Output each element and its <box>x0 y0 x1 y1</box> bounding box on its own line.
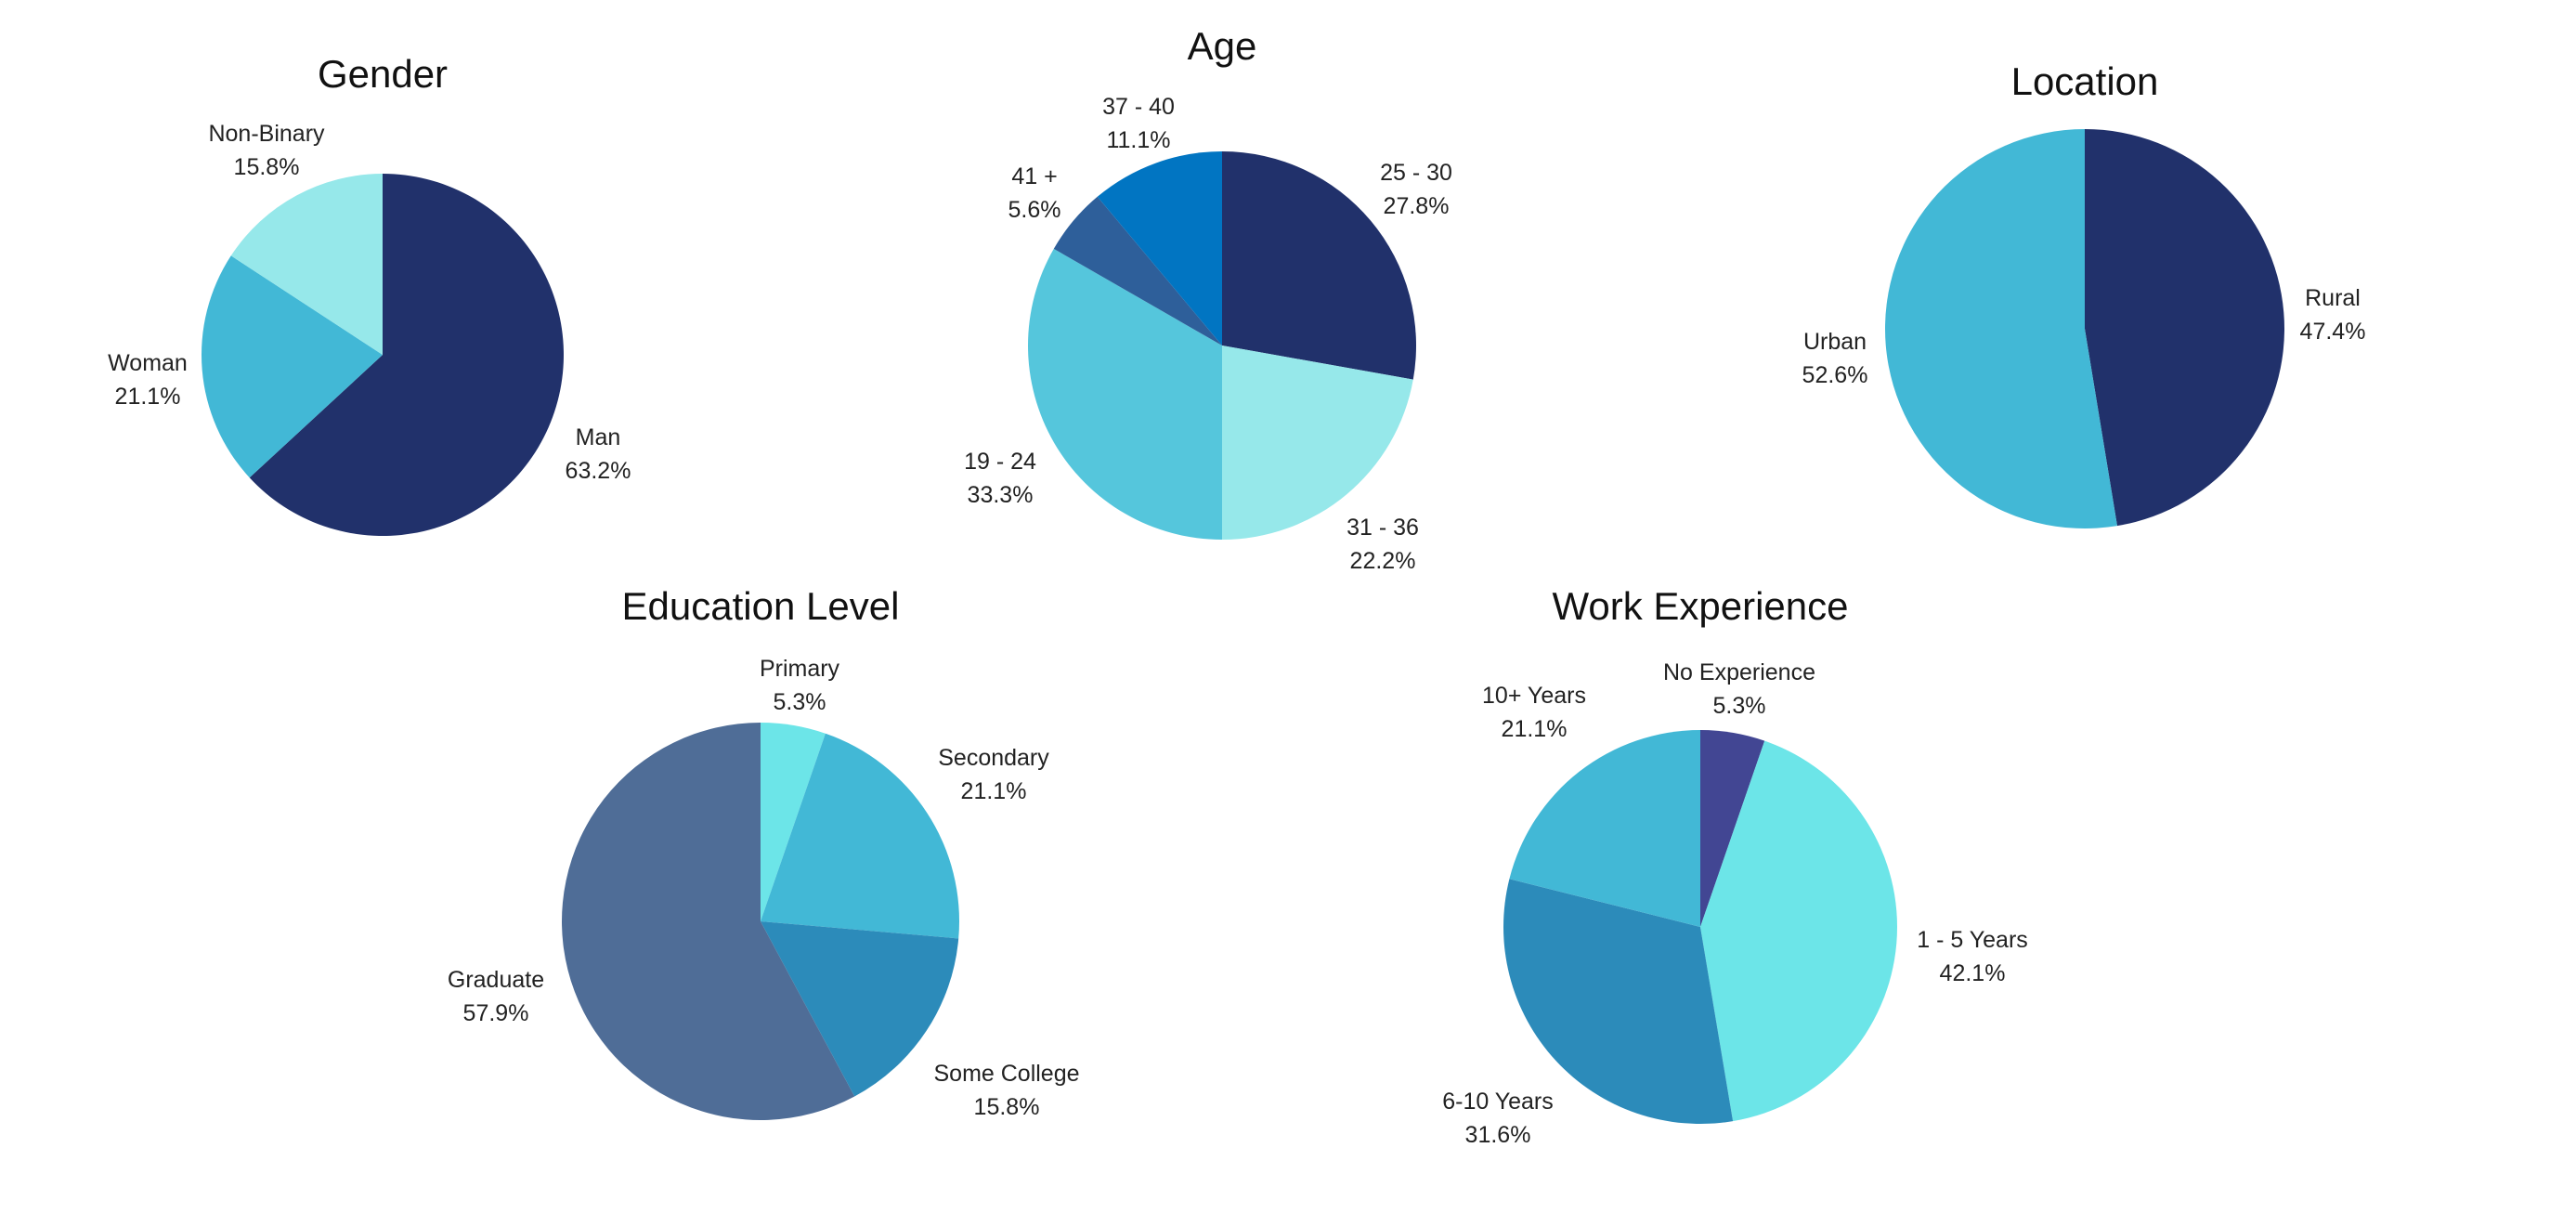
slice-label-no-experience: No Experience <box>1663 659 1815 685</box>
slice-value-rural: 47.4% <box>2300 319 2366 345</box>
slice-value-no-experience: 5.3% <box>1713 693 1766 719</box>
slice-label-31-36: 31 - 36 <box>1347 515 1419 541</box>
slice-value-primary: 5.3% <box>774 689 826 715</box>
pie-slice-10-years <box>1509 730 1700 927</box>
pie-slice-primary <box>761 723 826 921</box>
pie-slice-41 <box>1053 196 1222 346</box>
pie-slice-non-binary <box>230 174 383 355</box>
pie-slice-rural <box>2085 129 2285 527</box>
slice-value-31-36: 22.2% <box>1350 548 1416 574</box>
chart-title: Education Level <box>622 584 900 628</box>
pie-chart-location: Location Rural 47.4% Urban 52.6% <box>1802 59 2366 528</box>
pie-slice-1-5-years <box>1700 740 1897 1122</box>
slice-value-25-30: 27.8% <box>1384 193 1450 219</box>
slice-value-6-10-years: 31.6% <box>1465 1122 1531 1148</box>
pie-chart-age: Age 25 - 30 27.8% 31 - 36 22.2% 19 - 24 33.3% 4… <box>964 24 1452 574</box>
slice-label-primary: Primary <box>760 656 840 682</box>
chart-title: Location <box>2011 59 2159 103</box>
slice-value-graduate: 57.9% <box>463 1000 529 1026</box>
slice-value-41: 5.6% <box>1008 197 1061 223</box>
slice-value-woman: 21.1% <box>115 384 181 410</box>
slice-label-25-30: 25 - 30 <box>1380 160 1452 186</box>
slice-label-6-10-years: 6-10 Years <box>1442 1089 1554 1115</box>
slice-value-19-24: 33.3% <box>968 482 1034 508</box>
slice-label-non-binary: Non-Binary <box>208 121 325 147</box>
pie-slice-man <box>249 174 564 536</box>
pie-slice-6-10-years <box>1503 879 1734 1124</box>
slice-label-rural: Rural <box>2305 285 2361 311</box>
pie-slice-secondary <box>761 733 960 939</box>
pie-chart-work-experience: Work Experience No Experience 5.3% 1 - 5 Ye… <box>1442 584 2028 1148</box>
chart-title: Work Experience <box>1552 584 1848 628</box>
slice-label-urban: Urban <box>1803 329 1867 355</box>
chart-title: Gender <box>318 52 448 96</box>
pie-slice-no-experience <box>1700 730 1765 927</box>
slice-value-man: 63.2% <box>566 458 631 484</box>
slice-value-1-5-years: 42.1% <box>1940 960 2006 986</box>
pie-slice-19-24 <box>1028 248 1222 540</box>
pie-slice-graduate <box>561 723 855 1120</box>
pie-chart-gender: Gender Man 63.2% Woman 21.1% Non-Binary 15.8% <box>108 52 631 536</box>
slice-label-man: Man <box>576 424 621 450</box>
slice-value-10-years: 21.1% <box>1502 716 1568 742</box>
slice-label-41: 41 + <box>1011 163 1057 189</box>
slice-value-urban: 52.6% <box>1802 362 1868 388</box>
slice-label-woman: Woman <box>108 350 188 376</box>
slice-value-37-40: 11.1% <box>1106 127 1170 153</box>
pie-chart-education-level: Education Level Primary 5.3% Secondary 21.1%… <box>448 584 1080 1120</box>
pie-slice-25-30 <box>1222 151 1416 380</box>
pie-slice-31-36 <box>1222 346 1413 540</box>
slice-value-non-binary: 15.8% <box>234 154 300 180</box>
slice-label-secondary: Secondary <box>938 745 1049 771</box>
pie-slice-some-college <box>761 921 959 1097</box>
slice-value-secondary: 21.1% <box>961 778 1027 804</box>
pie-slice-urban <box>1885 129 2117 528</box>
slice-label-1-5-years: 1 - 5 Years <box>1917 927 2028 953</box>
slice-label-19-24: 19 - 24 <box>964 449 1036 475</box>
pie-slice-woman <box>202 255 383 478</box>
slice-label-some-college: Some College <box>933 1061 1079 1087</box>
chart-title: Age <box>1188 24 1257 68</box>
slice-label-37-40: 37 - 40 <box>1102 94 1175 120</box>
slice-label-graduate: Graduate <box>448 967 544 993</box>
slice-label-10-years: 10+ Years <box>1482 683 1586 709</box>
pie-slice-37-40 <box>1097 151 1222 346</box>
slice-value-some-college: 15.8% <box>974 1094 1040 1120</box>
